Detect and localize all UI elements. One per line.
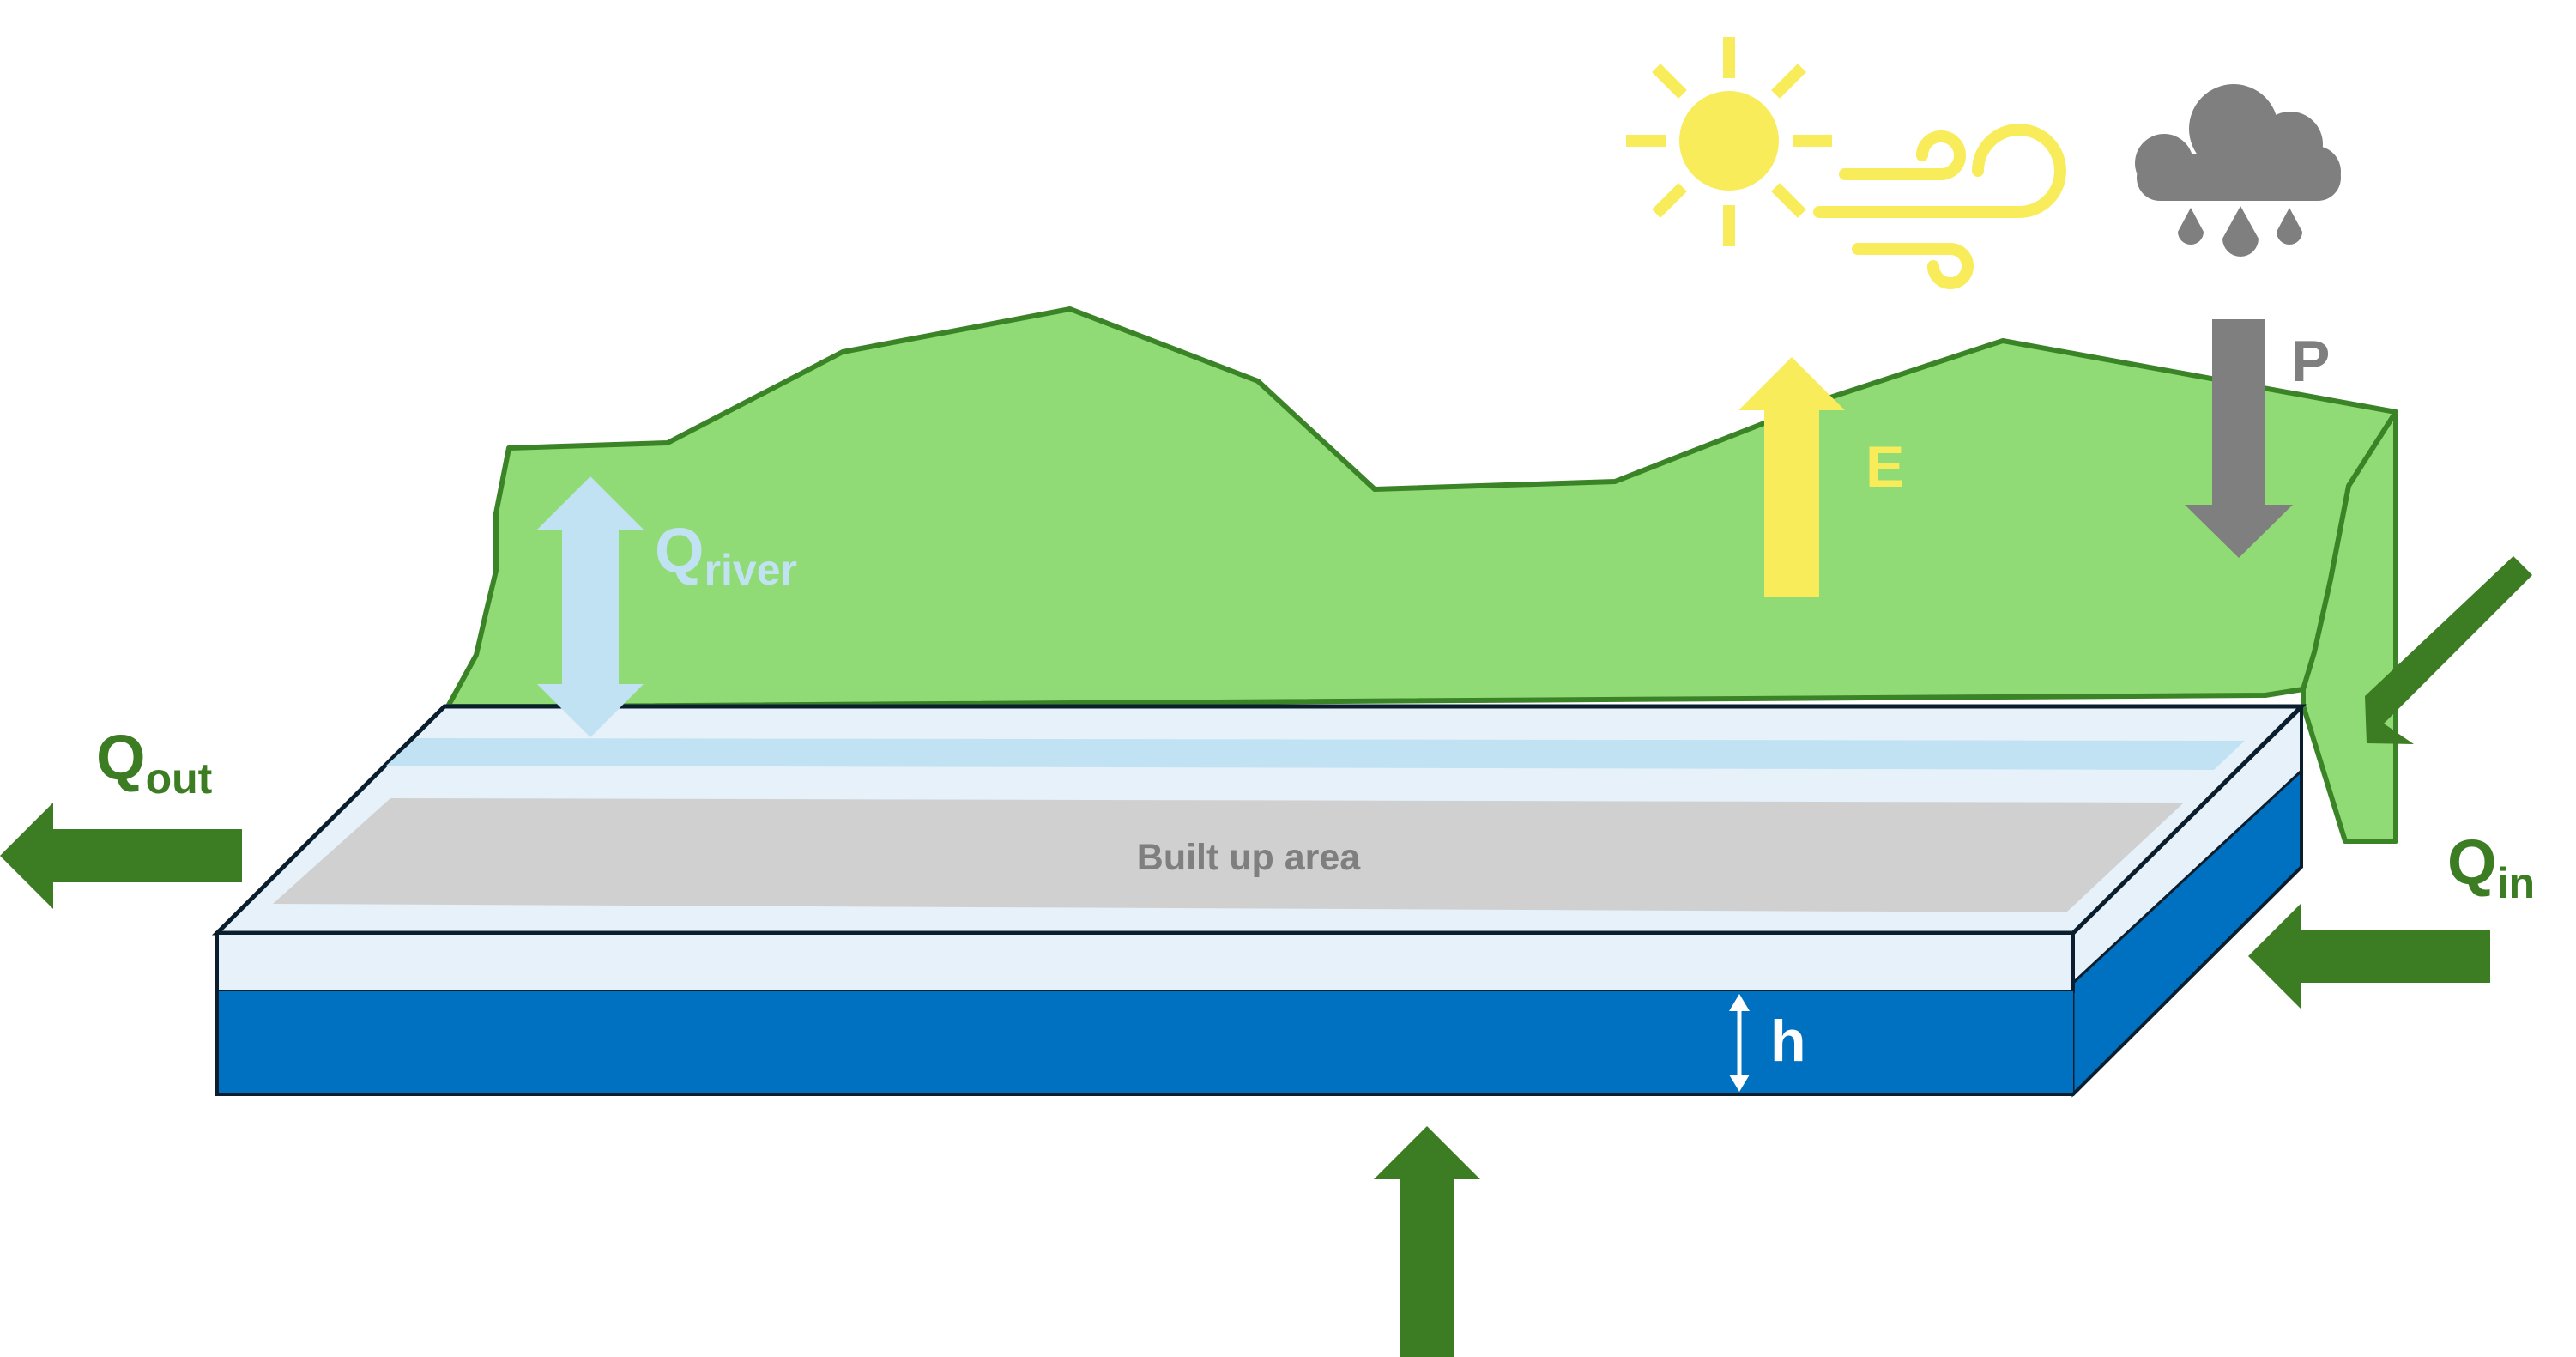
wind-icon: [1813, 124, 2066, 289]
head-label: h: [1770, 1009, 1806, 1074]
built-up-area: [273, 798, 2184, 912]
river-strip: [386, 738, 2245, 770]
head-indicator: h: [1729, 994, 1806, 1092]
aquifer-block: Built up area: [211, 704, 2307, 1098]
q-river-label: Qriver: [655, 515, 797, 594]
svg-text:Qout: Qout: [96, 722, 213, 803]
q-out-arrow: [0, 803, 242, 909]
block-front-rim: [215, 931, 2075, 993]
evaporation-label: E: [1865, 434, 1904, 500]
block-front-water: [217, 991, 2073, 1094]
terrain-hills: [445, 306, 2398, 844]
svg-text:Qin: Qin: [2447, 827, 2535, 907]
recharge-arrow: [1374, 1126, 1480, 1357]
sun-icon: [1626, 37, 1832, 246]
terrain-ridge-line: [2301, 410, 2398, 690]
q-in-label: Qin: [2447, 827, 2535, 907]
q-in-arrow-horizontal: [2248, 903, 2490, 1009]
river-exchange-arrow: [537, 476, 644, 737]
q-out-label: Qout: [96, 722, 213, 803]
block-outline: [215, 706, 2303, 1096]
built-up-area-label: Built up area: [1137, 837, 1362, 878]
precipitation-label: P: [2291, 329, 2330, 394]
rain-cloud-icon: [2135, 84, 2341, 257]
terrain: [445, 306, 2398, 844]
precipitation-arrow: P: [2185, 319, 2330, 558]
evaporation-arrow: E: [1738, 357, 1904, 597]
q-in-arrow-diagonal: [2365, 556, 2532, 744]
svg-text:Qriver: Qriver: [655, 515, 797, 594]
